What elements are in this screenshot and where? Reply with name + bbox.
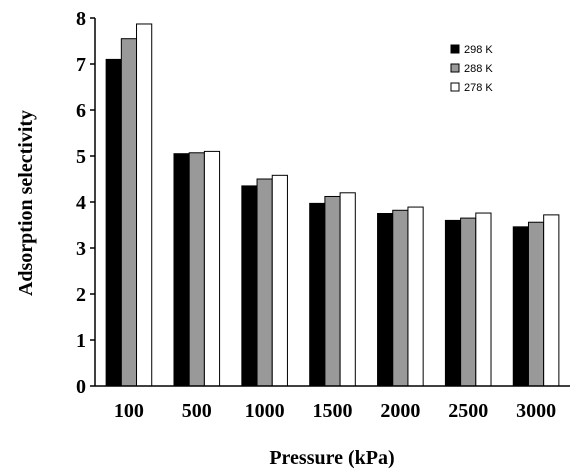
bar-298k-3000	[512, 226, 529, 387]
bar-298k-2000	[377, 213, 394, 387]
x-axis-title: Pressure (kPa)	[269, 447, 394, 469]
x-ticks-group: 100 500 1000 1500 2000 2500 3000	[114, 400, 556, 422]
x-tick-label: 1500	[313, 400, 353, 422]
y-tick-label: 7	[76, 54, 86, 76]
bar-278k-2500	[475, 212, 492, 387]
bar-288k-100	[120, 38, 138, 387]
x-tick-label: 2500	[448, 400, 488, 422]
bar-278k-500	[203, 150, 221, 387]
bar-278k-3000	[543, 214, 560, 387]
bar-298k-1500	[309, 202, 326, 387]
bar-288k-2000	[392, 209, 409, 387]
y-tick-label: 3	[76, 238, 86, 260]
y-tick-label: 0	[76, 376, 86, 398]
bar-298k-500	[173, 153, 190, 387]
legend-label: 278 K	[464, 82, 493, 94]
y-ticks-group: 0 1 2 3 4 5 6 7 8	[76, 8, 95, 398]
x-tick-label: 100	[114, 400, 144, 422]
x-tick-label: 3000	[516, 400, 556, 422]
legend-swatch	[450, 44, 460, 54]
legend-swatch	[450, 63, 460, 73]
bar-278k-1000	[271, 174, 288, 387]
bar-288k-1000	[256, 178, 273, 387]
y-tick-label: 4	[76, 192, 86, 214]
y-tick-label: 1	[76, 330, 86, 352]
bar-298k-2500	[444, 219, 462, 387]
bars-group	[105, 23, 560, 387]
legend: 298 K 288 K 278 K	[450, 44, 493, 94]
bar-288k-3000	[527, 221, 545, 387]
x-tick-label: 1000	[245, 400, 285, 422]
legend-swatch	[450, 82, 460, 92]
legend-label: 288 K	[464, 63, 493, 75]
x-tick-label: 500	[182, 400, 212, 422]
bar-298k-100	[105, 58, 122, 387]
bar-288k-500	[188, 152, 205, 387]
bar-288k-2500	[460, 217, 477, 387]
bar-278k-100	[136, 23, 153, 387]
bar-288k-1500	[324, 195, 341, 387]
bar-298k-1000	[241, 185, 258, 387]
x-tick-label: 2000	[380, 400, 420, 422]
y-axis-title: Adsorption selectivity	[15, 110, 37, 296]
y-tick-label: 5	[76, 146, 86, 168]
y-tick-label: 2	[76, 284, 86, 306]
y-tick-label: 8	[76, 8, 86, 30]
legend-label: 298 K	[464, 44, 493, 56]
y-tick-label: 6	[76, 100, 86, 122]
bar-278k-2000	[407, 206, 424, 387]
bar-278k-1500	[339, 192, 356, 387]
